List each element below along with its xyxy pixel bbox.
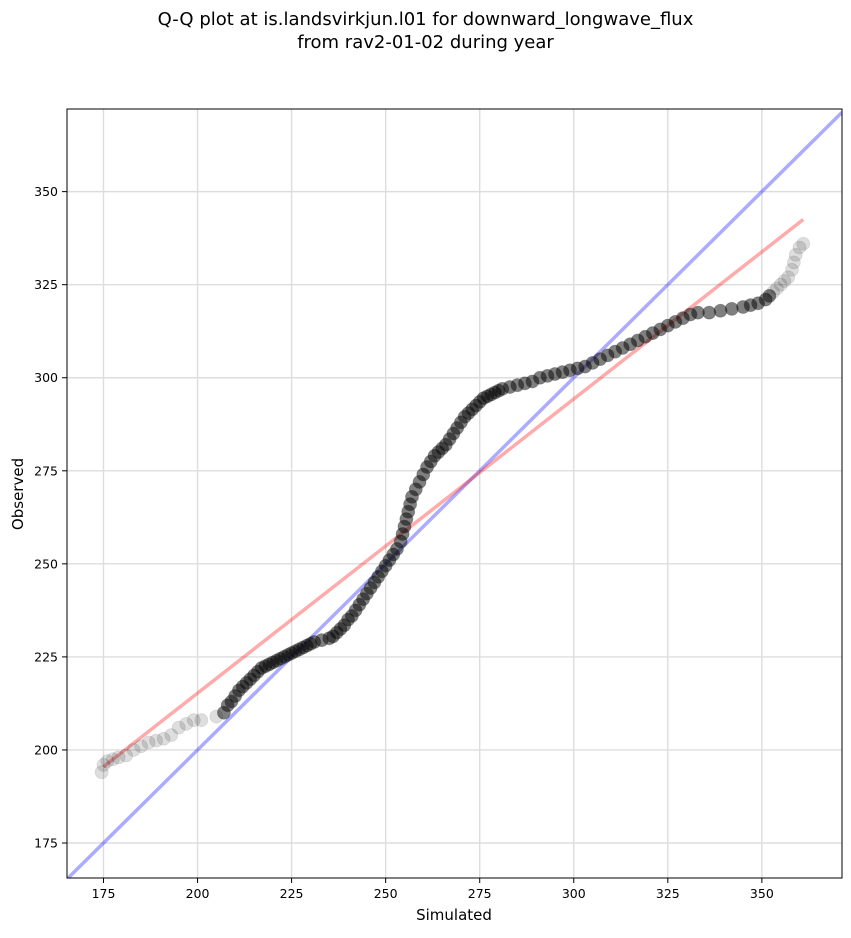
linear-fit-line (102, 218, 805, 769)
qq-point (126, 743, 141, 757)
y-tick-label: 325 (34, 277, 58, 292)
one-to-one-line (67, 111, 842, 878)
x-axis-label: Simulated (416, 906, 492, 924)
qq-point (156, 731, 171, 746)
y-tick-label: 250 (34, 556, 58, 571)
qq-point (773, 277, 788, 292)
y-axis-ticks: 175 200 225 250 275 300 325 350 (34, 184, 67, 851)
qq-point (194, 713, 209, 728)
qq-point (141, 735, 156, 750)
qq-point (792, 240, 807, 255)
y-tick-label: 225 (34, 649, 58, 664)
qq-point (179, 717, 194, 731)
qq-point (171, 720, 186, 735)
qq-point (786, 255, 801, 270)
chart-title: Q-Q plot at is.landsvirkjun.l01 for down… (158, 9, 694, 53)
qq-point (134, 739, 149, 754)
qq-point (788, 248, 803, 262)
chart-title-line-1: Q-Q plot at is.landsvirkjun.l01 for down… (158, 9, 694, 30)
x-tick-label: 175 (92, 886, 116, 901)
reference-lines (67, 111, 842, 878)
qq-point (796, 236, 811, 251)
qq-point (777, 274, 792, 288)
x-tick-label: 250 (374, 886, 398, 901)
qq-point (100, 754, 115, 769)
qq-point (119, 748, 133, 763)
x-tick-label: 225 (280, 886, 304, 901)
chart-title-line-2: from rav2-01-02 during year (297, 32, 554, 53)
y-tick-label: 200 (34, 742, 58, 757)
x-tick-label: 200 (186, 886, 210, 901)
qq-point (785, 262, 799, 277)
x-tick-label: 275 (468, 886, 492, 901)
qq-point (94, 765, 109, 780)
qq-point (713, 303, 728, 318)
x-tick-label: 325 (656, 886, 680, 901)
qq-point (105, 752, 120, 767)
qq-point (149, 733, 164, 748)
plot-frame (66, 108, 843, 879)
qq-point (702, 305, 717, 320)
y-tick-label: 175 (34, 836, 58, 851)
x-tick-label: 350 (750, 886, 774, 901)
x-axis-ticks: 175 200 225 250 275 300 325 350 (92, 878, 774, 901)
qq-point (111, 750, 126, 765)
y-axis-label: Observed (9, 458, 27, 530)
qq-point (766, 285, 781, 300)
y-tick-label: 275 (34, 463, 58, 478)
qq-point (724, 301, 739, 316)
qq-point (164, 728, 179, 742)
grid-lines (67, 109, 842, 878)
y-tick-label: 300 (34, 370, 58, 385)
y-tick-label: 350 (34, 184, 58, 199)
data-points (94, 236, 811, 780)
qq-point (96, 757, 111, 772)
qq-point (770, 281, 784, 296)
x-tick-label: 300 (562, 886, 586, 901)
qq-point (781, 270, 796, 285)
qq-point (186, 713, 201, 728)
qq-point (762, 288, 777, 303)
